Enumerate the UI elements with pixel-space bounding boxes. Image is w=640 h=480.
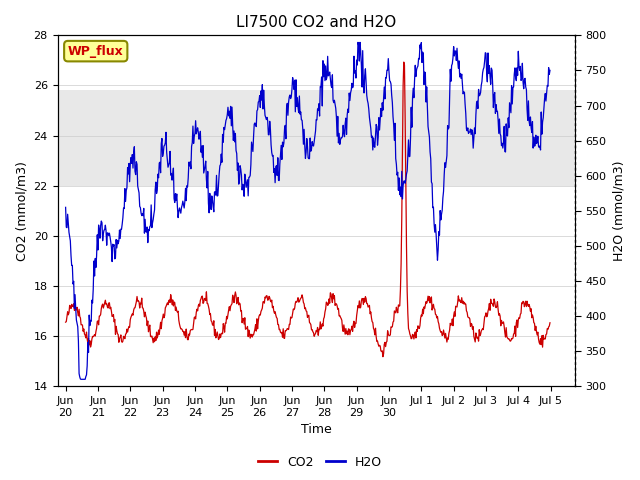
Bar	[58, 91, 575, 186]
X-axis label: Time: Time	[301, 423, 332, 436]
Y-axis label: H2O (mmol/m3): H2O (mmol/m3)	[612, 161, 625, 261]
Legend: CO2, H2O: CO2, H2O	[253, 451, 387, 474]
Y-axis label: CO2 (mmol/m3): CO2 (mmol/m3)	[15, 161, 28, 261]
Title: LI7500 CO2 and H2O: LI7500 CO2 and H2O	[236, 15, 396, 30]
Text: WP_flux: WP_flux	[68, 45, 124, 58]
